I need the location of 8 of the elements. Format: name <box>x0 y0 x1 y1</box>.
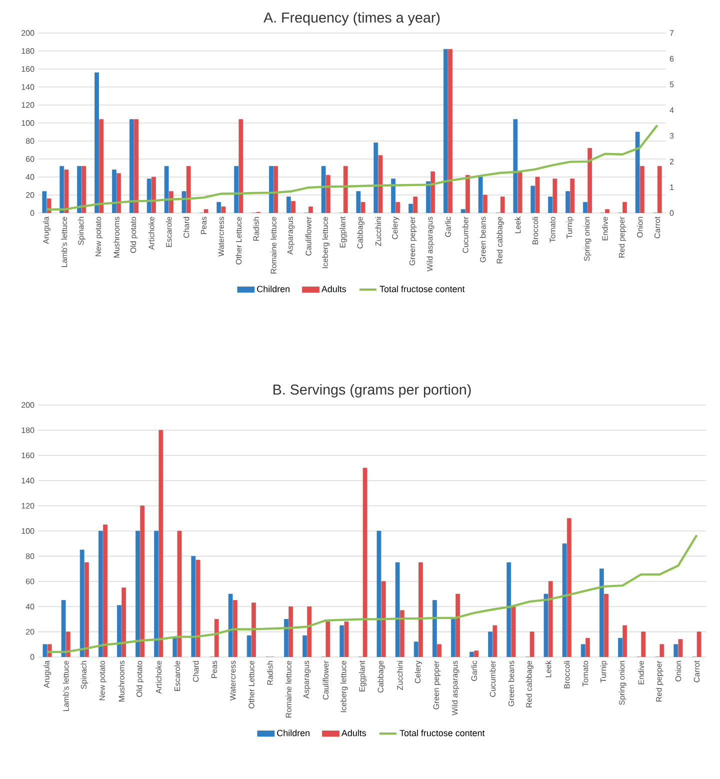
legend-label: Adults <box>321 286 346 292</box>
legend-label: Total fructose content <box>400 730 485 736</box>
chart-title: A. Frequency (times a year) <box>264 12 440 26</box>
legend-label: Total fructose content <box>380 286 465 292</box>
chart-title: B. Servings (grams per portion) <box>274 384 471 398</box>
legend-label: Children <box>257 286 290 292</box>
legend-label: Adults <box>341 730 366 736</box>
legend-label: Children <box>277 730 310 736</box>
